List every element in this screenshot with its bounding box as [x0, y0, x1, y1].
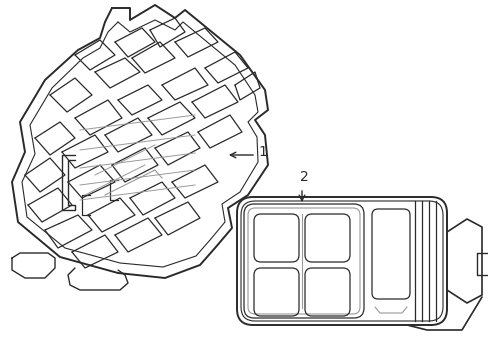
Text: 1: 1 [258, 145, 266, 159]
Text: 2: 2 [299, 170, 308, 184]
